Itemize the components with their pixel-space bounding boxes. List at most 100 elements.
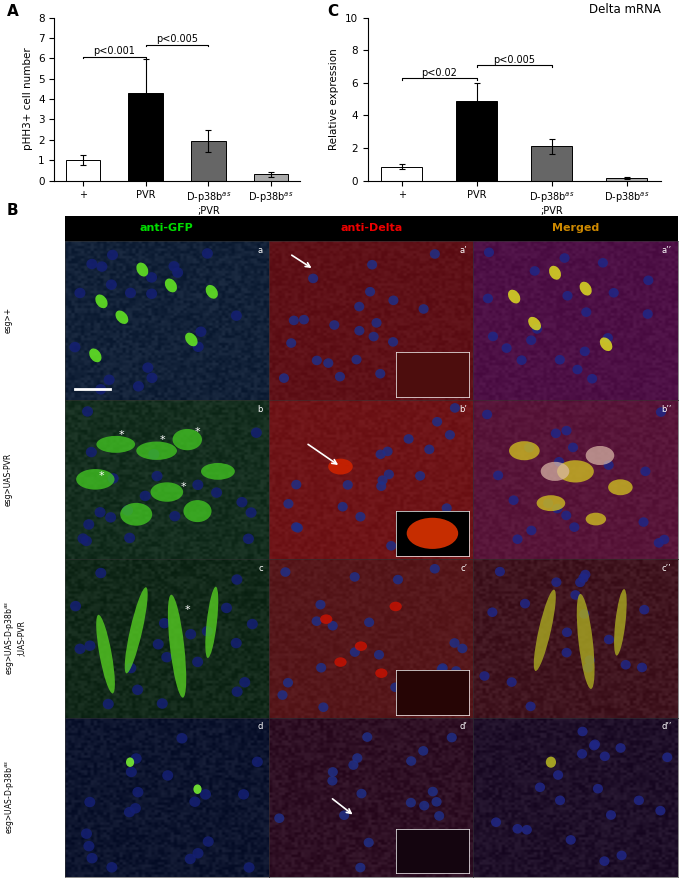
Ellipse shape bbox=[192, 479, 204, 490]
Ellipse shape bbox=[70, 601, 81, 611]
Ellipse shape bbox=[168, 261, 180, 271]
Ellipse shape bbox=[375, 449, 385, 459]
Ellipse shape bbox=[552, 504, 563, 514]
Ellipse shape bbox=[122, 505, 133, 515]
Ellipse shape bbox=[247, 618, 258, 629]
Ellipse shape bbox=[530, 266, 540, 276]
Ellipse shape bbox=[82, 406, 93, 417]
Ellipse shape bbox=[308, 274, 318, 283]
Ellipse shape bbox=[283, 499, 294, 508]
Ellipse shape bbox=[277, 691, 287, 700]
Ellipse shape bbox=[609, 288, 619, 298]
Ellipse shape bbox=[157, 699, 168, 708]
Ellipse shape bbox=[355, 862, 366, 872]
Text: d’’: d’’ bbox=[661, 722, 671, 731]
Ellipse shape bbox=[599, 856, 609, 866]
Ellipse shape bbox=[239, 677, 250, 687]
Ellipse shape bbox=[593, 784, 603, 794]
Ellipse shape bbox=[107, 249, 118, 260]
Ellipse shape bbox=[83, 840, 95, 851]
Ellipse shape bbox=[116, 310, 128, 324]
Ellipse shape bbox=[328, 621, 338, 631]
Ellipse shape bbox=[569, 522, 580, 532]
Ellipse shape bbox=[86, 853, 97, 863]
Ellipse shape bbox=[105, 512, 116, 522]
Ellipse shape bbox=[236, 497, 247, 507]
Text: *: * bbox=[185, 604, 190, 615]
Ellipse shape bbox=[543, 499, 553, 508]
Ellipse shape bbox=[555, 796, 565, 805]
Ellipse shape bbox=[537, 495, 565, 511]
Ellipse shape bbox=[142, 362, 153, 373]
Bar bbox=[531, 146, 572, 181]
Ellipse shape bbox=[244, 862, 255, 873]
Text: a: a bbox=[257, 246, 263, 255]
Bar bbox=[254, 174, 289, 181]
Ellipse shape bbox=[445, 430, 455, 440]
Ellipse shape bbox=[604, 634, 614, 644]
Ellipse shape bbox=[580, 570, 590, 580]
Ellipse shape bbox=[488, 607, 497, 617]
Ellipse shape bbox=[74, 644, 86, 654]
Ellipse shape bbox=[563, 291, 573, 300]
Ellipse shape bbox=[603, 460, 614, 470]
Ellipse shape bbox=[193, 784, 202, 794]
Y-axis label: pHH3+ cell number: pHH3+ cell number bbox=[22, 48, 33, 151]
Ellipse shape bbox=[193, 342, 204, 352]
Ellipse shape bbox=[335, 372, 345, 381]
Ellipse shape bbox=[493, 470, 503, 480]
Ellipse shape bbox=[133, 381, 144, 391]
Text: d’: d’ bbox=[459, 722, 467, 731]
Ellipse shape bbox=[562, 648, 571, 657]
Text: b’’: b’’ bbox=[661, 404, 671, 414]
Ellipse shape bbox=[553, 770, 563, 780]
Bar bbox=[129, 93, 163, 181]
Ellipse shape bbox=[575, 578, 585, 588]
Ellipse shape bbox=[437, 840, 447, 849]
Text: *: * bbox=[180, 482, 186, 492]
Bar bbox=[191, 141, 225, 181]
Ellipse shape bbox=[364, 838, 374, 848]
Ellipse shape bbox=[126, 758, 134, 767]
Ellipse shape bbox=[86, 447, 97, 457]
Ellipse shape bbox=[283, 677, 293, 687]
Ellipse shape bbox=[586, 446, 614, 465]
Ellipse shape bbox=[151, 470, 163, 481]
Text: b’: b’ bbox=[459, 404, 467, 414]
Ellipse shape bbox=[616, 851, 627, 860]
Ellipse shape bbox=[125, 663, 136, 673]
Text: C: C bbox=[327, 4, 338, 19]
Ellipse shape bbox=[571, 590, 580, 600]
Ellipse shape bbox=[96, 615, 115, 693]
Ellipse shape bbox=[202, 626, 213, 636]
Ellipse shape bbox=[350, 648, 360, 657]
Ellipse shape bbox=[286, 338, 296, 348]
Ellipse shape bbox=[161, 652, 172, 663]
Ellipse shape bbox=[484, 248, 494, 257]
Ellipse shape bbox=[421, 854, 431, 863]
Ellipse shape bbox=[390, 683, 400, 692]
Ellipse shape bbox=[192, 656, 203, 667]
Ellipse shape bbox=[334, 657, 347, 667]
Ellipse shape bbox=[406, 756, 416, 766]
Ellipse shape bbox=[535, 782, 545, 792]
Ellipse shape bbox=[374, 650, 384, 660]
Text: A: A bbox=[7, 4, 18, 19]
Ellipse shape bbox=[388, 295, 398, 305]
Ellipse shape bbox=[656, 407, 666, 417]
Ellipse shape bbox=[393, 574, 403, 584]
Text: esg>UAS-PVR: esg>UAS-PVR bbox=[3, 453, 12, 506]
Ellipse shape bbox=[644, 276, 653, 285]
Ellipse shape bbox=[495, 566, 505, 576]
Ellipse shape bbox=[352, 753, 362, 763]
Ellipse shape bbox=[103, 699, 114, 709]
Ellipse shape bbox=[551, 428, 561, 438]
Ellipse shape bbox=[479, 671, 490, 681]
Ellipse shape bbox=[375, 369, 385, 379]
Text: p<0.005: p<0.005 bbox=[156, 34, 198, 44]
Ellipse shape bbox=[432, 417, 442, 426]
Ellipse shape bbox=[339, 811, 349, 820]
Ellipse shape bbox=[231, 310, 242, 321]
Ellipse shape bbox=[221, 603, 232, 613]
Ellipse shape bbox=[368, 332, 379, 342]
